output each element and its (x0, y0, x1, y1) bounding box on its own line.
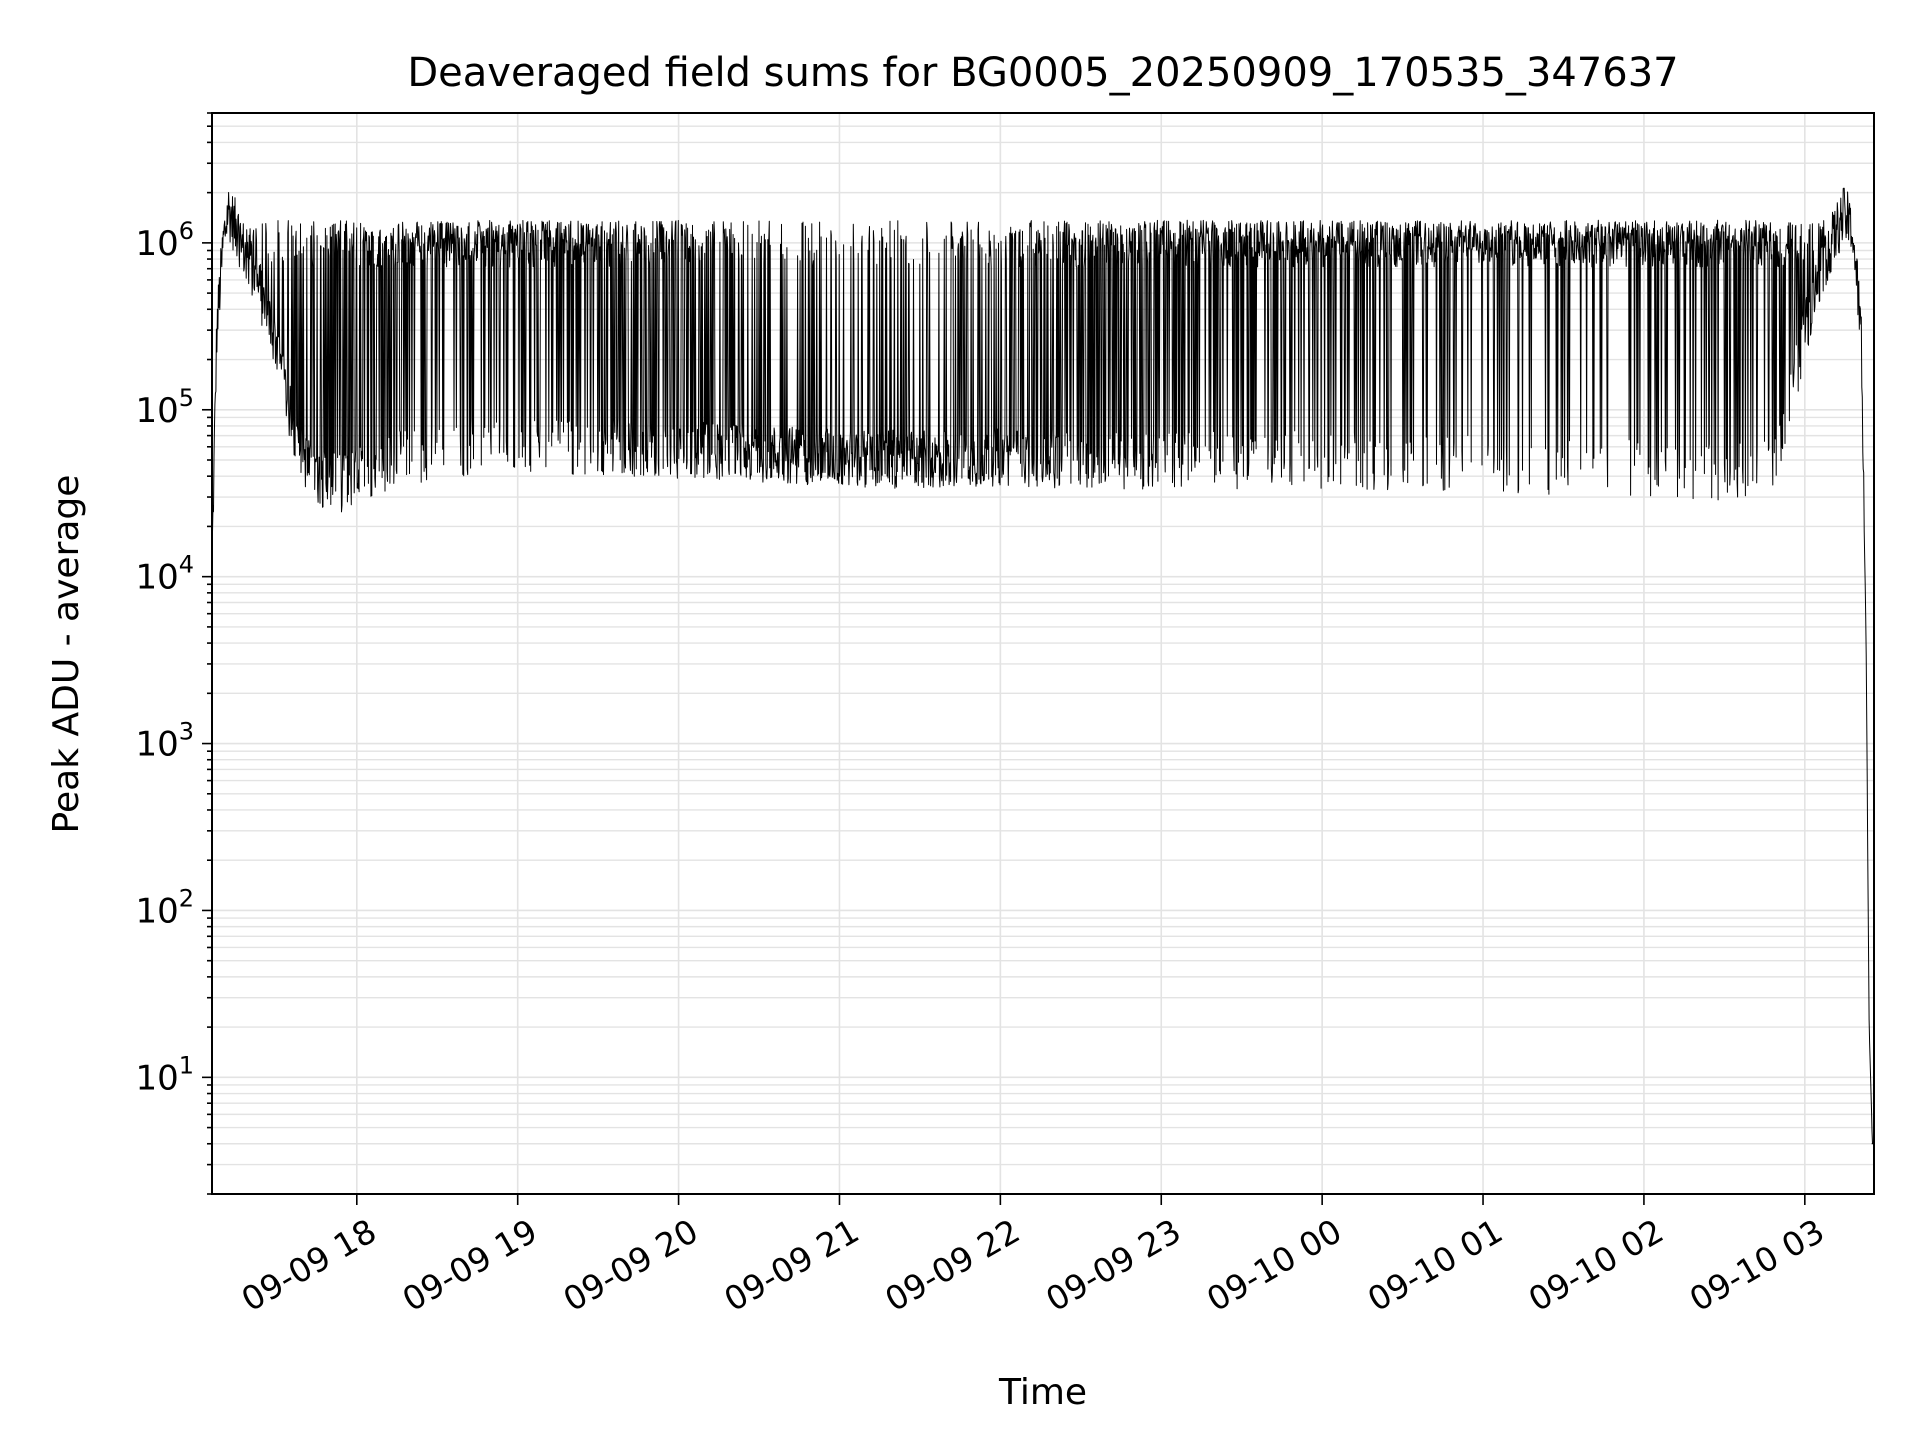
x-tick-label: 09-10 03 (1683, 1211, 1831, 1319)
chart-title: Deaveraged field sums for BG0005_2025090… (407, 50, 1678, 96)
x-axis-label: Time (998, 1372, 1087, 1413)
y-tick-label: 104 (135, 551, 194, 598)
y-tick-label: 102 (135, 884, 194, 931)
axis-ticks (202, 112, 1806, 1205)
x-tick-label: 09-09 21 (717, 1211, 865, 1319)
x-tick-label: 09-10 00 (1200, 1211, 1348, 1319)
x-tick-label: 09-10 02 (1522, 1211, 1670, 1319)
x-tick-label: 09-09 18 (235, 1211, 383, 1319)
y-tick-label: 106 (135, 217, 194, 264)
x-tick-label: 09-09 20 (557, 1211, 705, 1319)
y-tick-label: 103 (135, 718, 194, 765)
x-tick-label: 09-10 01 (1361, 1211, 1509, 1319)
x-tick-label: 09-09 22 (878, 1211, 1026, 1319)
y-tick-label: 105 (135, 384, 194, 431)
y-axis-label: Peak ADU - average (46, 475, 87, 834)
y-tick-label: 101 (135, 1051, 194, 1098)
series-line-field-sum (211, 187, 1875, 1145)
grid-lines (212, 112, 1874, 1195)
x-tick-label: 09-09 19 (396, 1211, 544, 1319)
axes-frame (211, 112, 1875, 1195)
data-layer (211, 187, 1875, 1145)
x-tick-label: 09-09 23 (1039, 1211, 1187, 1319)
